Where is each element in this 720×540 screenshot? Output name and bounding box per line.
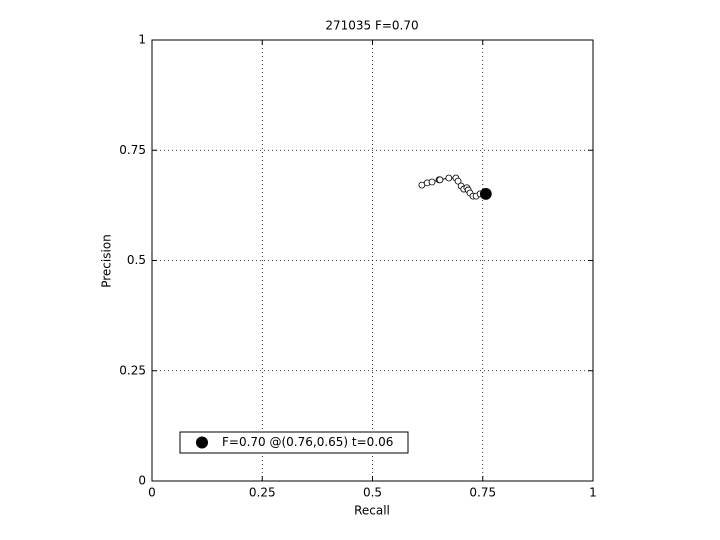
x-tick-label: 0 (148, 486, 156, 500)
best-point (479, 188, 492, 200)
plot-frame (151, 39, 594, 482)
y-tick-label: 0.75 (119, 143, 146, 157)
legend-label: F=0.70 @(0.76,0.65) t=0.06 (222, 435, 393, 449)
x-tick-label: 0.25 (249, 486, 276, 500)
point-marker (445, 174, 453, 182)
legend-box (179, 431, 409, 454)
chart-title: 271035 F=0.70 (325, 19, 418, 33)
y-tick-label: 0.25 (119, 363, 146, 377)
y-tick-label: 0.5 (127, 253, 146, 267)
legend-marker (196, 436, 208, 449)
y-tick-label: 1 (138, 33, 146, 47)
legend: F=0.70 @(0.76,0.65) t=0.06 (179, 431, 409, 454)
x-tick-label: 0.75 (469, 486, 496, 500)
point-marker (436, 176, 444, 184)
point-marker (454, 177, 462, 185)
x-tick-label: 0.5 (363, 486, 382, 500)
x-tick-label: 1 (589, 486, 597, 500)
y-tick-label: 0 (138, 474, 146, 488)
y-axis-label: Precision (100, 234, 114, 288)
point-marker (428, 178, 436, 186)
x-axis-label: Recall (354, 504, 390, 518)
